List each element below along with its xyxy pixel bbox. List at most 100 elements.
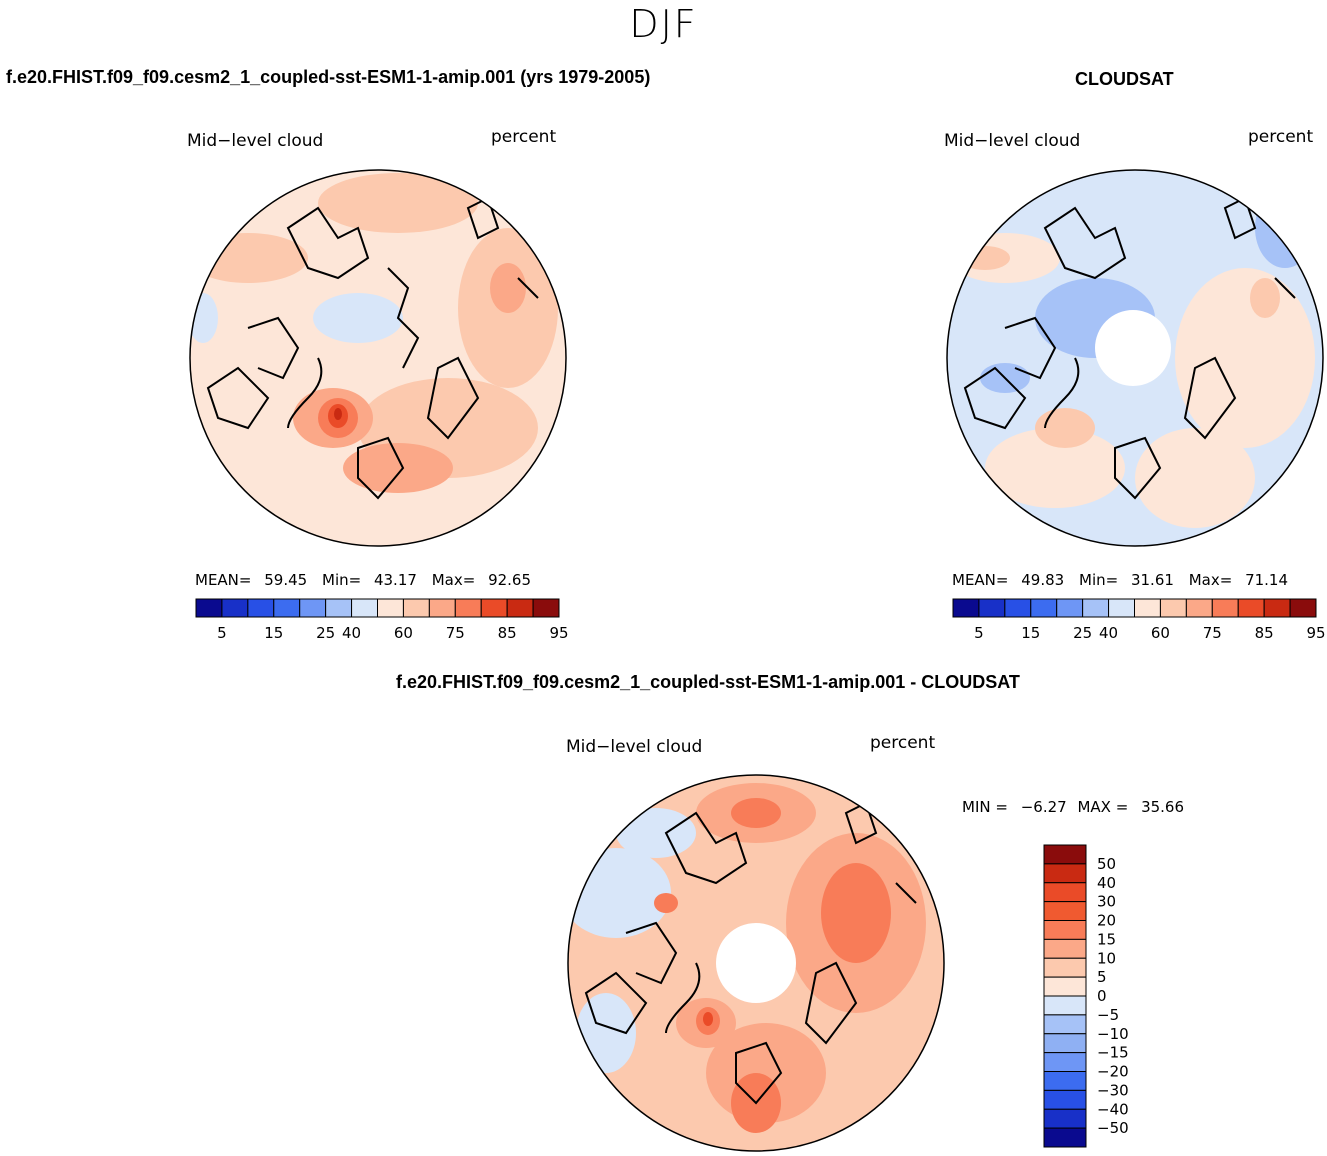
model-stats: MEAN= 59.45 Min= 43.17 Max= 92.65	[195, 571, 531, 589]
model-min-label: Min=	[322, 571, 362, 589]
obs-panel-title: CLOUDSAT	[1075, 69, 1174, 89]
obs-max-value: 71.14	[1245, 571, 1289, 589]
model-colorbar-tick-label: 95	[549, 624, 568, 642]
obs-colorbar-box	[1134, 598, 1161, 618]
obs-colorbar-box	[1185, 598, 1213, 618]
diff-colorbar-box	[1043, 1071, 1087, 1091]
diff-colorbar-tick-label: −5	[1097, 1006, 1119, 1024]
model-colorbar: 5 15 25 40 60 75 85 95	[195, 598, 569, 642]
model-colorbar-tick-label: 40	[342, 624, 361, 642]
diff-colorbar-box	[1043, 995, 1087, 1016]
model-panel-title: f.e20.FHIST.f09_f09.cesm2_1_coupled-sst-…	[6, 67, 651, 87]
obs-colorbar-box	[1289, 598, 1317, 618]
model-variable-label: Mid−level cloud	[187, 131, 324, 151]
diff-colorbar-tick-label: 10	[1097, 949, 1116, 967]
model-colorbar-box	[506, 598, 534, 618]
model-colorbar-box	[532, 598, 560, 618]
model-colorbar-tick-label: 60	[394, 624, 413, 642]
obs-colorbar-tick-label: 40	[1099, 624, 1118, 642]
model-colorbar-box	[428, 598, 456, 618]
diff-min-value: −6.27	[1020, 798, 1067, 816]
diff-colorbar-box	[1043, 1108, 1087, 1129]
diff-units-label: percent	[870, 733, 936, 753]
model-colorbar-box	[402, 598, 430, 618]
diff-colorbar-box	[1043, 976, 1087, 997]
model-colorbar-box	[325, 598, 353, 618]
diff-polar-map	[567, 774, 945, 1152]
model-mean-value: 59.45	[264, 571, 308, 589]
model-colorbar-tick-label: 85	[498, 624, 517, 642]
diff-stats: MIN = −6.27 MAX = 35.66	[962, 798, 1184, 816]
diff-colorbar-tick-label: −40	[1097, 1100, 1129, 1118]
obs-colorbar-tick-label: 5	[974, 624, 984, 642]
obs-variable-label: Mid−level cloud	[944, 131, 1081, 151]
diff-colorbar-tick-label: −20	[1097, 1063, 1129, 1081]
obs-colorbar-box	[978, 598, 1006, 618]
diff-max-value: 35.66	[1141, 798, 1185, 816]
diff-colorbar-box	[1043, 957, 1087, 978]
obs-colorbar-tick-label: 75	[1203, 624, 1222, 642]
model-colorbar-tick-label: 5	[217, 624, 227, 642]
obs-colorbar-box	[1030, 598, 1058, 618]
obs-colorbar-box	[1004, 598, 1032, 618]
model-colorbar-box	[221, 598, 249, 618]
diff-colorbar-box	[1043, 1014, 1087, 1035]
obs-min-label: Min=	[1079, 571, 1119, 589]
diff-colorbar-tick-label: 50	[1097, 855, 1116, 873]
diff-colorbar-tick-label: 40	[1097, 874, 1116, 892]
diff-min-label: MIN =	[962, 798, 1008, 816]
diff-colorbar-box	[1043, 1127, 1087, 1148]
obs-colorbar-box	[1056, 598, 1084, 618]
diff-colorbar-box	[1043, 1089, 1087, 1110]
model-polar-map	[189, 169, 567, 547]
model-max-label: Max=	[431, 571, 476, 589]
model-colorbar-tick-label: 15	[264, 624, 283, 642]
obs-polar-map	[946, 169, 1324, 547]
diff-panel-title: f.e20.FHIST.f09_f09.cesm2_1_coupled-sst-…	[396, 672, 1020, 692]
model-colorbar-box	[195, 598, 223, 618]
diff-colorbar-box	[1043, 844, 1087, 865]
obs-units-label: percent	[1248, 127, 1314, 147]
diff-colorbar-tick-label: 5	[1097, 968, 1107, 986]
model-colorbar-box	[377, 598, 404, 618]
diff-colorbar-box	[1043, 882, 1087, 903]
model-colorbar-tick-label: 25	[316, 624, 335, 642]
diff-colorbar-tick-label: 30	[1097, 893, 1116, 911]
diff-colorbar-box	[1043, 938, 1087, 959]
diff-variable-label: Mid−level cloud	[566, 737, 703, 757]
obs-colorbar-box	[1082, 598, 1110, 618]
obs-max-label: Max=	[1188, 571, 1233, 589]
obs-colorbar-tick-label: 85	[1255, 624, 1274, 642]
obs-colorbar-box	[1211, 598, 1239, 618]
model-max-value: 92.65	[488, 571, 532, 589]
obs-colorbar-box	[1263, 598, 1291, 618]
obs-colorbar-box	[952, 598, 980, 618]
model-units-label: percent	[491, 127, 557, 147]
model-colorbar-box	[480, 598, 508, 618]
obs-colorbar-tick-label: 15	[1021, 624, 1040, 642]
obs-colorbar: 5 15 25 40 60 75 85 95	[952, 598, 1326, 642]
obs-mean-value: 49.83	[1021, 571, 1065, 589]
diff-polar-gap	[716, 923, 796, 1003]
obs-colorbar-box	[1108, 598, 1135, 618]
diff-colorbar-box	[1043, 920, 1087, 940]
diff-colorbar-box	[1043, 863, 1087, 884]
obs-colorbar-tick-label: 25	[1073, 624, 1092, 642]
obs-colorbar-box	[1159, 598, 1187, 618]
obs-mean-label: MEAN=	[952, 571, 1009, 589]
model-mean-label: MEAN=	[195, 571, 252, 589]
diff-colorbar-tick-label: −50	[1097, 1119, 1129, 1137]
obs-min-value: 31.61	[1130, 571, 1174, 589]
model-colorbar-tick-label: 75	[446, 624, 465, 642]
diff-colorbar-tick-label: −15	[1097, 1044, 1129, 1062]
model-colorbar-box	[273, 598, 301, 618]
diff-colorbar-tick-label: 15	[1097, 930, 1116, 948]
obs-polar-gap	[1095, 310, 1171, 386]
obs-colorbar-tick-label: 95	[1306, 624, 1325, 642]
diff-colorbar-tick-label: −30	[1097, 1081, 1129, 1099]
diff-colorbar-box	[1043, 901, 1087, 921]
model-colorbar-box	[351, 598, 378, 618]
diff-max-label: MAX =	[1077, 798, 1129, 816]
season-title: DJF	[629, 2, 698, 46]
